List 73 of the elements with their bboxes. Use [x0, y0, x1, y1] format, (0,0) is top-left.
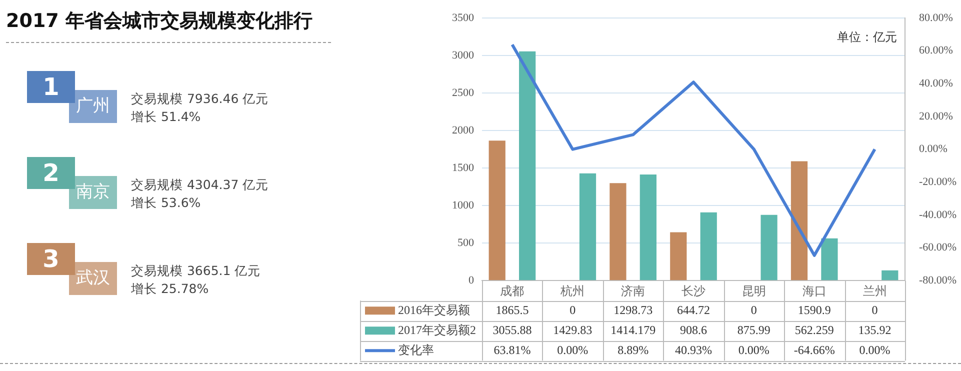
y2-tick-label: -40.00%: [919, 208, 957, 221]
bar: [519, 51, 536, 280]
annotation: 单位：亿元: [837, 30, 897, 44]
x-tick-label: 成都: [500, 284, 524, 298]
legend-label: 变化率: [398, 342, 434, 357]
data-label: 40.93%: [675, 342, 712, 357]
data-label: 908.6: [680, 322, 707, 337]
bar: [760, 214, 778, 280]
data-label: 3055.88: [492, 322, 532, 337]
y-tick-label: 3000: [452, 49, 474, 62]
bar: [579, 173, 596, 280]
text: 广州: [69, 90, 117, 123]
text: 交易规模 3665.1 亿元: [131, 262, 261, 280]
text: 增长 53.6%: [131, 194, 202, 212]
y-tick-label: 0: [468, 274, 474, 286]
text: 1: [27, 71, 75, 103]
y-tick-label: 500: [458, 236, 474, 249]
y2-tick-label: 20.00%: [919, 110, 953, 122]
bar: [640, 174, 656, 280]
data-label: 0.00%: [859, 342, 890, 357]
bar: [821, 238, 838, 280]
bar: [670, 232, 687, 280]
text: 交易规模 4304.37 亿元: [131, 176, 269, 194]
text: 2: [27, 157, 75, 189]
x-tick-label: 杭州: [560, 284, 585, 298]
x-tick-label: 长沙: [682, 284, 706, 298]
data-label: 1414.179: [610, 322, 656, 337]
data-label: 0: [570, 302, 576, 317]
text: 南京: [69, 176, 117, 209]
data-label: 135.92: [858, 322, 892, 337]
y2-tick-label: 60.00%: [919, 44, 953, 57]
bar: [488, 140, 506, 280]
bar: [882, 270, 898, 280]
text: 2017 年省会城市交易规模变化排行: [6, 8, 331, 43]
text: 增长 51.4%: [131, 108, 202, 126]
y-tick-label: 3500: [452, 12, 474, 24]
data-label: 0.00%: [557, 342, 588, 357]
text: 交易规模 7936.46 亿元: [131, 90, 269, 108]
data-label: 1865.5: [496, 302, 529, 317]
data-label: 1298.73: [614, 302, 653, 317]
y2-tick-label: 40.00%: [919, 78, 953, 90]
data-label: 0.00%: [738, 342, 770, 357]
data-label: 63.81%: [494, 342, 531, 357]
data-label: 0: [872, 302, 878, 317]
y-tick-label: 1000: [452, 199, 474, 212]
bar: [790, 161, 808, 280]
legend-label: 2017年交易额2: [398, 322, 476, 337]
data-label: 562.259: [794, 322, 834, 337]
data-label: 875.99: [737, 322, 770, 337]
data-label: 8.89%: [618, 342, 649, 357]
y2-tick-label: 0.00%: [919, 143, 948, 156]
text: 武汉: [69, 262, 117, 295]
y2-tick-label: -60.00%: [919, 242, 957, 254]
y2-tick-label: -80.00%: [919, 274, 957, 286]
bar: [610, 183, 626, 280]
data-label: 1590.9: [798, 302, 831, 317]
data-label: 644.72: [677, 302, 710, 317]
bar: [700, 212, 717, 280]
data-label: 1429.83: [553, 322, 592, 337]
legend-label: 2016年交易额: [398, 302, 470, 317]
y-tick-label: 2000: [452, 124, 474, 136]
data-label: 0: [750, 302, 757, 317]
y-tick-label: 2500: [452, 86, 474, 99]
x-tick-label: 济南: [621, 284, 646, 298]
x-tick-label: 昆明: [742, 284, 766, 298]
x-tick-label: 兰州: [862, 284, 887, 298]
x-tick-label: 海口: [802, 284, 826, 298]
text: 增长 25.78%: [131, 280, 210, 298]
text: 3: [27, 243, 75, 275]
y-tick-label: 1500: [452, 162, 474, 174]
y2-tick-label: -20.00%: [919, 176, 957, 188]
data-label: -64.66%: [794, 342, 835, 357]
y2-tick-label: 80.00%: [919, 12, 953, 24]
